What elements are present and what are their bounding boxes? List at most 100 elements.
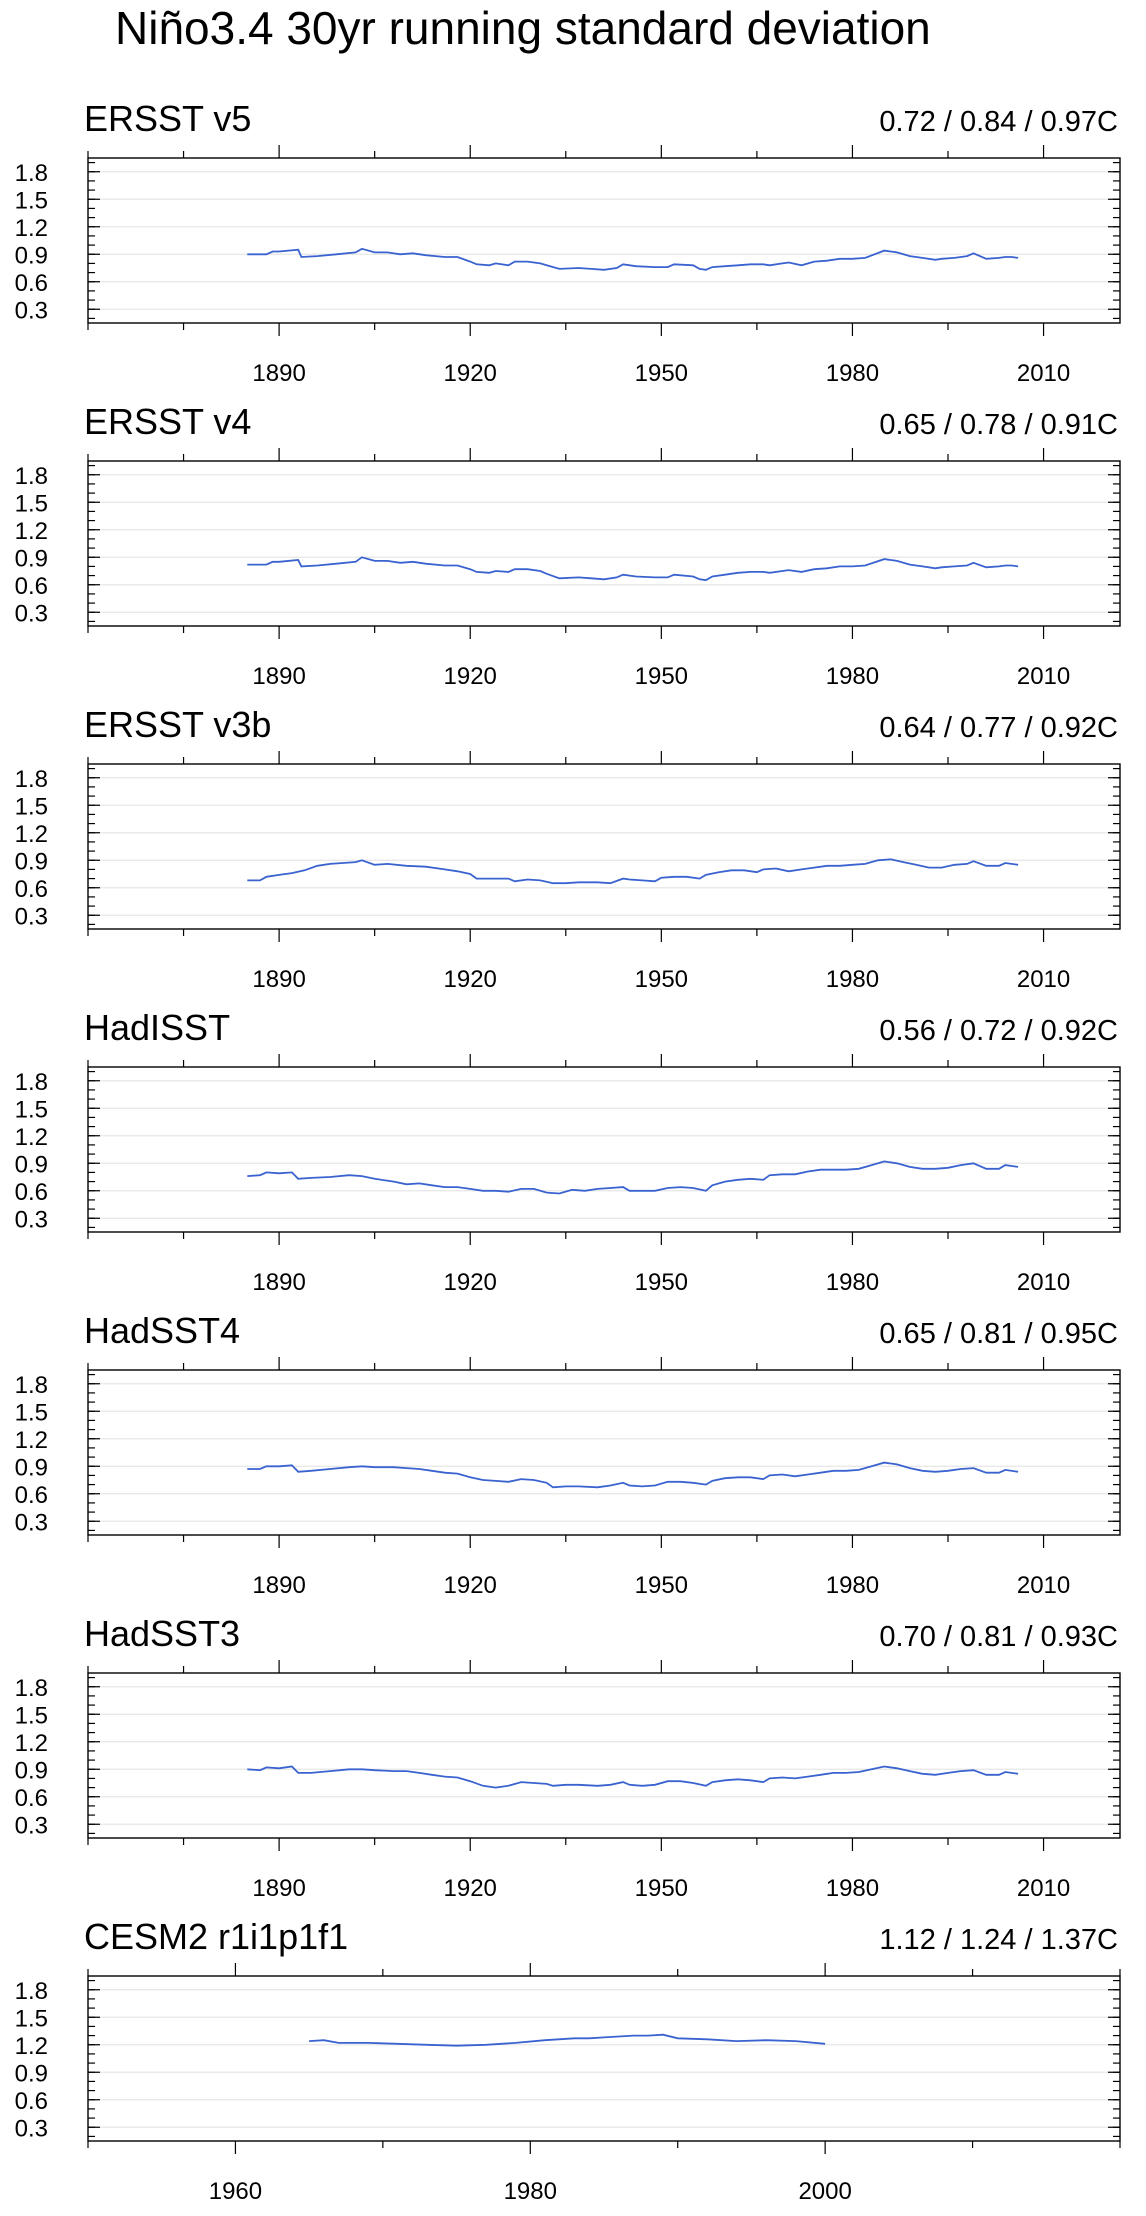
y-tick-label: 0.6 (15, 1482, 48, 1509)
x-tick-label: 1920 (444, 966, 497, 993)
x-tick-label: 2010 (1017, 1572, 1070, 1599)
y-tick-label: 1.2 (15, 518, 48, 545)
y-tick-label: 0.6 (15, 573, 48, 600)
y-tick-label: 1.2 (15, 2033, 48, 2060)
x-tick-label: 1980 (826, 663, 879, 690)
y-tick-label: 0.3 (15, 297, 48, 324)
y-tick-label: 0.6 (15, 270, 48, 297)
figure-title: Niño3.4 30yr running standard deviation (115, 2, 931, 54)
panel-2: ERSST v4 0.65 / 0.78 / 0.91C0.30.60.91.21… (15, 401, 1121, 690)
x-tick-label: 2010 (1017, 966, 1070, 993)
panel-stats: 1.12 / 1.24 / 1.37C (879, 1924, 1118, 1956)
y-tick-label: 0.3 (15, 903, 48, 930)
series-line (247, 556, 1019, 582)
panel-5: HadSST4 0.65 / 0.81 / 0.95C 0.30.60.91.2 1.… (15, 1310, 1121, 1599)
series-line (247, 1160, 1019, 1195)
y-tick-label: 0.6 (15, 2088, 48, 2115)
panel-title: CESM2 r1i1p1f1 (84, 1916, 348, 1957)
y-tick-label: 1.2 (15, 1427, 48, 1454)
x-tick-label: 1920 (444, 1875, 497, 1902)
x-tick-label: 1890 (252, 663, 305, 690)
y-tick-label: 0.6 (15, 876, 48, 903)
x-tick-label: 1920 (444, 1572, 497, 1599)
x-tick-label: 1950 (635, 1572, 688, 1599)
panel-stats: 0.70 / 0.81 / 0.93C (879, 1621, 1118, 1653)
x-tick-label: 1950 (635, 1875, 688, 1902)
y-tick-label: 0.9 (15, 1757, 48, 1784)
plot-frame (87, 1975, 1121, 2142)
panels-group: ERSST v5 0.72 / 0.84 / 0.97C0.30.60.91.21… (15, 98, 1121, 2205)
x-tick-label: 1920 (444, 663, 497, 690)
y-tick-label: 1.5 (15, 1096, 48, 1123)
x-tick-label: 1890 (252, 360, 305, 387)
x-tick-label: 1950 (635, 966, 688, 993)
panel-stats: 0.56 / 0.72 / 0.92C (879, 1015, 1118, 1047)
plot-frame (87, 1672, 1121, 1839)
y-tick-label: 1.2 (15, 1730, 48, 1757)
y-tick-label: 0.3 (15, 2115, 48, 2142)
panel-title: HadSST4 (84, 1310, 240, 1351)
series-line (247, 1765, 1019, 1789)
x-tick-label: 1950 (635, 1269, 688, 1296)
y-tick-label: 0.3 (15, 600, 48, 627)
y-tick-label: 0.3 (15, 1206, 48, 1233)
x-tick-label: 1920 (444, 360, 497, 387)
y-tick-label: 0.6 (15, 1179, 48, 1206)
y-tick-label: 1.8 (15, 1675, 48, 1702)
y-tick-label: 1.5 (15, 490, 48, 517)
panel-stats: 0.72 / 0.84 / 0.97C (879, 106, 1118, 138)
x-tick-label: 1980 (826, 1572, 879, 1599)
plot-frame (87, 1066, 1121, 1233)
panel-7: CESM2 r1i1p1f1 1.12 / 1.24 / 1.37C 0.30.60… (15, 1916, 1121, 2205)
x-tick-label: 1950 (635, 360, 688, 387)
panel-4: HadISST 0.56 / 0.72 / 0.92C0.30.60.91.21.… (15, 1007, 1121, 1296)
x-tick-label: 2010 (1017, 1875, 1070, 1902)
plot-frame (87, 763, 1121, 930)
x-tick-label: 1890 (252, 1875, 305, 1902)
y-tick-label: 1.5 (15, 187, 48, 214)
y-tick-label: 1.8 (15, 463, 48, 490)
y-tick-label: 0.9 (15, 1454, 48, 1481)
y-tick-label: 1.2 (15, 821, 48, 848)
y-tick-label: 0.9 (15, 1151, 48, 1178)
y-tick-label: 1.8 (15, 1069, 48, 1096)
x-tick-label: 1980 (504, 2178, 557, 2205)
x-tick-label: 2010 (1017, 1269, 1070, 1296)
y-tick-label: 1.5 (15, 1702, 48, 1729)
plot-frame (87, 460, 1121, 627)
panel-title: HadSST3 (84, 1613, 240, 1654)
x-tick-label: 1950 (635, 663, 688, 690)
panel-stats: 0.65 / 0.81 / 0.95C (879, 1318, 1118, 1350)
panel-title: ERSST v5 (84, 98, 251, 139)
plot-frame (87, 1369, 1121, 1536)
x-tick-label: 1980 (826, 1875, 879, 1902)
x-tick-label: 1890 (252, 966, 305, 993)
panel-stats: 0.64 / 0.77 / 0.92C (879, 712, 1118, 744)
y-tick-label: 1.2 (15, 1124, 48, 1151)
x-tick-label: 1980 (826, 966, 879, 993)
y-tick-label: 1.8 (15, 1372, 48, 1399)
y-tick-label: 0.9 (15, 545, 48, 572)
x-tick-label: 1980 (826, 1269, 879, 1296)
panel-title: ERSST v3b (84, 704, 271, 745)
y-tick-label: 0.3 (15, 1509, 48, 1536)
x-tick-label: 1890 (252, 1269, 305, 1296)
y-tick-label: 1.2 (15, 215, 48, 242)
panel-title: HadISST (84, 1007, 230, 1048)
y-tick-label: 0.9 (15, 2060, 48, 2087)
panel-3: ERSST v3b 0.64 / 0.77 / 0.92C 0.30.60.91.2… (15, 704, 1121, 993)
panel-6: HadSST3 0.70 / 0.81 / 0.93C0.30.60.91.21.… (15, 1613, 1121, 1902)
y-tick-label: 0.9 (15, 848, 48, 875)
x-tick-label: 2010 (1017, 360, 1070, 387)
panel-1: ERSST v5 0.72 / 0.84 / 0.97C0.30.60.91.21… (15, 98, 1121, 387)
series-line (309, 2033, 826, 2047)
x-tick-label: 1980 (826, 360, 879, 387)
x-tick-label: 1890 (252, 1572, 305, 1599)
panel-stats: 0.65 / 0.78 / 0.91C (879, 409, 1118, 441)
y-tick-label: 1.5 (15, 2005, 48, 2032)
plot-frame (87, 157, 1121, 324)
y-tick-label: 0.9 (15, 242, 48, 269)
x-tick-label: 1960 (209, 2178, 262, 2205)
y-tick-label: 1.8 (15, 1978, 48, 2005)
